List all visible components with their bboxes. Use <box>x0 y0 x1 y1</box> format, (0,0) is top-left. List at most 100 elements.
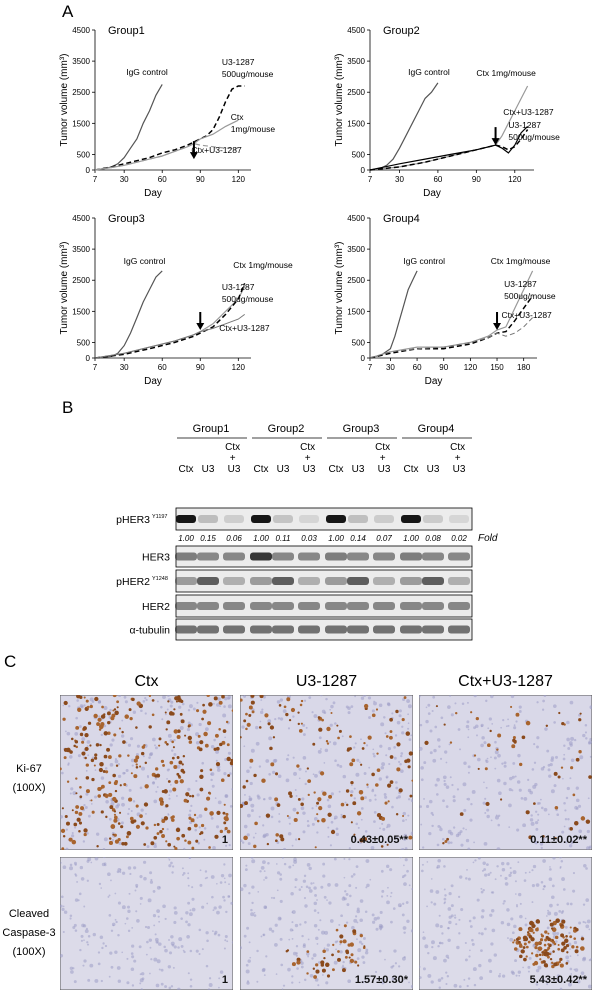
nucleus <box>354 742 357 745</box>
nucleus <box>463 808 467 812</box>
nucleus <box>302 723 306 727</box>
nucleus <box>87 935 91 938</box>
stained-cell <box>182 770 186 774</box>
stained-cell <box>206 796 211 801</box>
nucleus <box>250 803 255 808</box>
nucleus <box>323 895 327 899</box>
stained-cell <box>209 768 213 772</box>
nucleus <box>157 915 160 918</box>
stained-cell <box>585 819 591 824</box>
nucleus <box>548 877 553 881</box>
nucleus <box>195 740 200 745</box>
stained-cell <box>291 962 296 967</box>
stained-cell <box>408 835 413 840</box>
stained-cell <box>162 764 165 767</box>
nucleus <box>524 923 528 927</box>
nucleus <box>142 755 145 758</box>
nucleus <box>256 980 259 983</box>
nucleus <box>405 901 409 904</box>
nucleus <box>121 796 125 800</box>
nucleus <box>171 944 175 947</box>
nucleus <box>445 982 448 986</box>
nucleus <box>287 967 291 972</box>
nucleus <box>356 907 360 911</box>
stained-cell <box>318 806 323 811</box>
nucleus <box>490 819 493 822</box>
nucleus <box>484 811 487 814</box>
stained-cell <box>293 817 298 823</box>
tissue <box>419 695 592 850</box>
nucleus <box>152 781 155 784</box>
stained-cell <box>116 706 119 709</box>
stained-cell <box>342 939 347 944</box>
nucleus <box>480 743 484 748</box>
stained-cell <box>81 751 86 756</box>
stained-cell <box>113 813 117 816</box>
nucleus <box>132 800 136 803</box>
stained-cell <box>336 724 339 727</box>
band <box>272 602 294 610</box>
nucleus <box>156 700 159 703</box>
nucleus <box>191 907 196 912</box>
nucleus <box>80 939 83 942</box>
nucleus <box>455 923 458 926</box>
stained-cell <box>112 709 115 712</box>
stained-cell <box>96 722 100 726</box>
nucleus <box>354 915 358 918</box>
band <box>325 602 347 610</box>
histology-image: 1.57±0.30* <box>240 857 413 990</box>
stained-cell <box>183 798 188 803</box>
stained-cell <box>221 740 226 745</box>
nucleus <box>436 866 439 869</box>
stained-cell <box>169 760 174 765</box>
nucleus <box>342 960 345 964</box>
nucleus <box>471 790 476 794</box>
nucleus <box>392 964 395 968</box>
nucleus <box>379 910 383 914</box>
nucleus <box>312 882 315 884</box>
nucleus <box>72 926 76 930</box>
fold-value: 0.02 <box>451 534 467 543</box>
nucleus <box>465 877 468 880</box>
nucleus <box>149 871 153 875</box>
nucleus <box>531 901 534 904</box>
nucleus <box>430 811 434 815</box>
nucleus <box>578 921 582 925</box>
nucleus <box>251 859 256 864</box>
nucleus <box>442 799 445 803</box>
nucleus <box>125 741 128 744</box>
stained-cell <box>113 708 117 711</box>
group-label: Group2 <box>268 423 305 435</box>
nucleus <box>181 867 184 870</box>
stained-cell <box>532 931 535 934</box>
stained-cell <box>74 740 79 744</box>
stained-cell <box>76 695 81 699</box>
stained-cell <box>306 767 310 770</box>
nucleus <box>210 745 215 749</box>
stained-cell <box>349 942 354 947</box>
nucleus <box>511 775 515 779</box>
nucleus <box>250 857 254 859</box>
nucleus <box>431 824 434 828</box>
fold-value: 1.00 <box>178 534 194 543</box>
stained-cell <box>387 800 390 803</box>
nucleus <box>444 894 447 897</box>
band <box>373 625 395 634</box>
nucleus <box>459 830 463 834</box>
stained-cell <box>113 833 117 837</box>
stained-cell <box>191 794 195 798</box>
nucleus <box>251 901 254 905</box>
nucleus <box>514 880 517 883</box>
y-axis-label: Tumor volume (mm³) <box>59 54 70 147</box>
nucleus <box>147 898 152 903</box>
band <box>197 602 219 610</box>
series-label: U3-1287 500ug/mouse <box>222 57 274 79</box>
nucleus <box>549 762 553 767</box>
nucleus <box>109 763 114 767</box>
stained-cell <box>396 742 401 747</box>
nucleus <box>518 892 522 897</box>
quantification: 0.11±0.02** <box>530 834 588 846</box>
stained-cell <box>148 695 152 698</box>
stained-cell <box>352 801 357 806</box>
